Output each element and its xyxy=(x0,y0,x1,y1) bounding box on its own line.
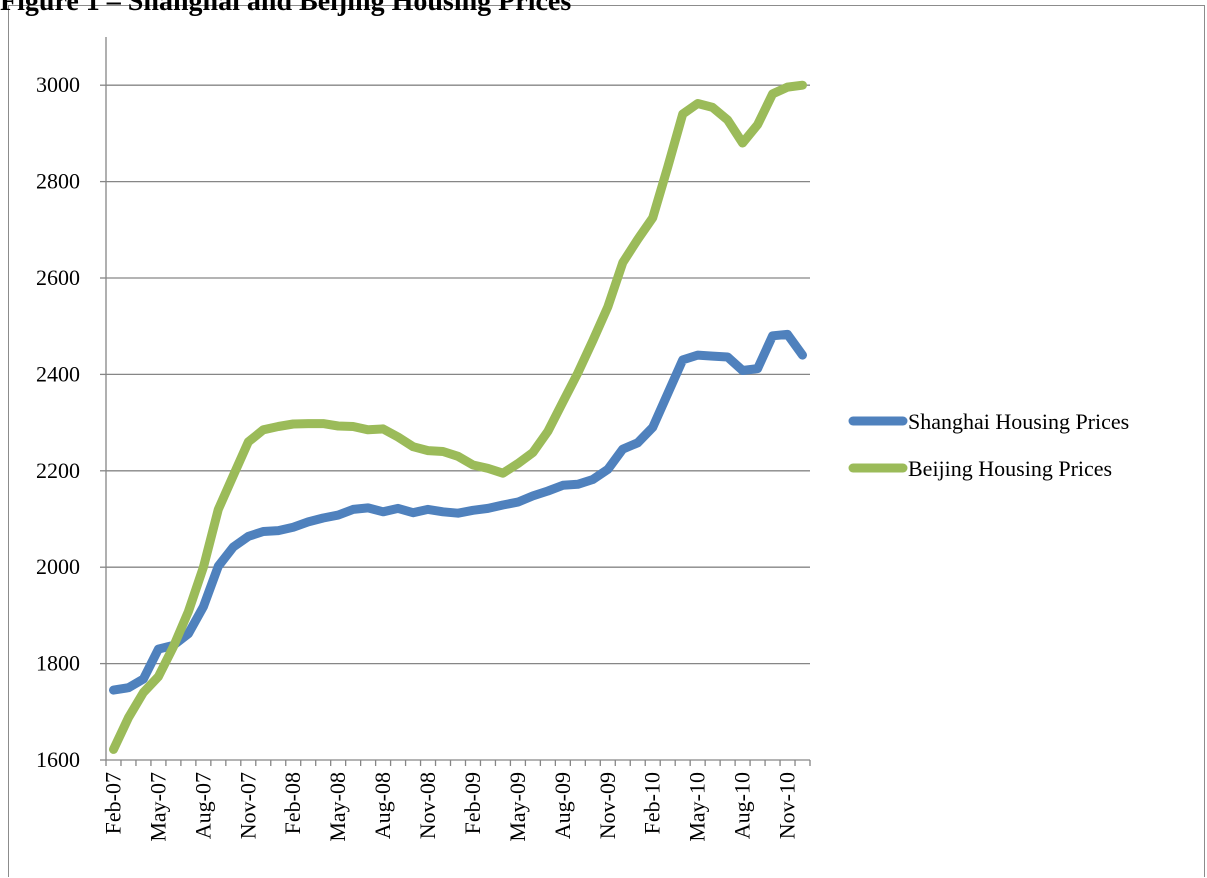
y-tick-label: 2200 xyxy=(36,458,80,483)
chart-frame xyxy=(8,5,1205,877)
x-tick-label: Aug-07 xyxy=(190,772,215,839)
x-tick-label: Aug-10 xyxy=(730,772,755,839)
series-line-shanghai xyxy=(109,329,807,695)
x-tick-label: Nov-09 xyxy=(595,772,620,839)
x-tick-label: Feb-10 xyxy=(640,772,665,834)
series-line-beijing xyxy=(109,80,807,754)
x-tick-label: May-08 xyxy=(325,772,350,842)
x-tick-label: Feb-08 xyxy=(280,772,305,834)
y-tick-label: 1800 xyxy=(36,651,80,676)
y-tick-label: 2600 xyxy=(36,265,80,290)
x-tick-label: Feb-09 xyxy=(460,772,485,834)
x-tick-label: May-07 xyxy=(145,772,170,842)
y-tick-label: 2000 xyxy=(36,554,80,579)
x-tick-label: Nov-07 xyxy=(235,772,260,839)
legend-label: Beijing Housing Prices xyxy=(908,456,1112,481)
x-tick-label: May-09 xyxy=(505,772,530,842)
y-tick-label: 1600 xyxy=(36,747,80,772)
y-tick-label: 2800 xyxy=(36,169,80,194)
axes xyxy=(105,37,810,761)
legend: Shanghai Housing Prices Beijing Housing P… xyxy=(848,409,1129,481)
x-tick-label: Nov-08 xyxy=(415,772,440,839)
gridlines xyxy=(106,84,810,665)
y-tick-label: 3000 xyxy=(36,72,80,97)
legend-label: Shanghai Housing Prices xyxy=(908,409,1129,434)
x-tick-label: Aug-08 xyxy=(370,772,395,839)
series-lines xyxy=(109,80,807,754)
x-axis-ticks: Feb-07 May-07 Aug-07 Nov-07 Feb-08 May-08 Aug-… xyxy=(100,760,811,842)
x-tick-label: May-10 xyxy=(685,772,710,842)
figure-caption: Figure 1 – Shanghai and Beijing Housing … xyxy=(0,0,572,17)
y-axis-ticks: 1600 1800 2000 2200 2400 2600 2800 3000 xyxy=(36,72,106,772)
x-tick-label: Nov-10 xyxy=(775,772,800,839)
y-tick-label: 2400 xyxy=(36,361,80,386)
x-tick-label: Feb-07 xyxy=(100,772,125,834)
x-tick-label: Aug-09 xyxy=(550,772,575,839)
